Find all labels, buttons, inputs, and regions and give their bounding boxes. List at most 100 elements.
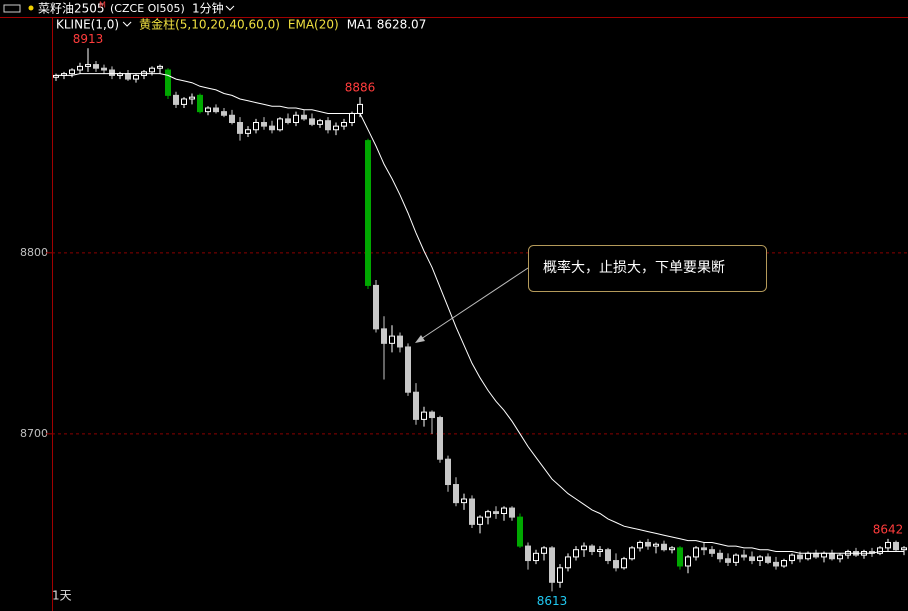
candle-body: [493, 511, 499, 514]
candle-body: [733, 554, 739, 563]
candle-body: [165, 69, 171, 96]
candle-body: [541, 547, 547, 554]
symbol: 菜籽油2505: [38, 2, 105, 16]
header-bar: [0, 0, 908, 17]
candle-body: [205, 107, 211, 113]
candle-body: [237, 122, 243, 134]
candle-body: [605, 549, 611, 562]
candle-body: [229, 114, 235, 124]
candle-body: [621, 558, 627, 569]
candle-body: [629, 547, 635, 560]
candle-body: [501, 507, 507, 514]
candle-body: [509, 507, 515, 518]
candle-body: [461, 498, 467, 504]
annotation-text: 概率大，止损大，下单要果断: [543, 259, 725, 276]
candle-body: [613, 560, 619, 569]
candle-body: [389, 335, 395, 344]
candle-body: [709, 549, 715, 554]
candle-body: [637, 541, 643, 549]
candle-body: [101, 67, 107, 71]
candle-body: [197, 94, 203, 113]
candle-body: [301, 114, 307, 120]
candle-body: [477, 516, 483, 525]
candle-body: [285, 118, 291, 124]
candle-body: [813, 552, 819, 558]
candle-body: [645, 541, 651, 547]
candle-body: [69, 69, 75, 75]
y-tick-label: 8700: [20, 427, 48, 440]
candle-body: [829, 552, 835, 560]
candle-body: [213, 107, 219, 113]
candle-body: [133, 74, 139, 80]
candle-body: [525, 545, 531, 562]
candle-body: [533, 552, 539, 562]
candle-body: [125, 73, 131, 80]
candle-body: [669, 547, 675, 551]
candle-body: [581, 545, 587, 551]
candle-body: [245, 129, 251, 134]
legend-item: 黄金柱(5,10,20,40,60,0): [139, 17, 280, 32]
candle-body: [757, 556, 763, 562]
candle-body: [701, 547, 707, 551]
symbol-code: (CZCE OI505): [110, 2, 185, 15]
candle-body: [885, 541, 891, 549]
candle-body: [325, 120, 331, 131]
candle-body: [901, 547, 907, 551]
candle-body: [437, 417, 443, 460]
candle-body: [221, 111, 227, 116]
period-chevron[interactable]: [225, 5, 235, 11]
legend-item: MA1 8628.07: [347, 18, 427, 32]
candle-body: [453, 484, 459, 504]
candle-body: [77, 65, 83, 71]
candle-body: [781, 560, 787, 567]
candle-body: [653, 543, 659, 547]
period[interactable]: 1分钟: [192, 1, 224, 16]
annotation-arrow: [417, 267, 529, 342]
candle-body: [597, 549, 603, 553]
candle-body: [397, 335, 403, 348]
candle-body: [517, 516, 523, 547]
candle-body: [685, 556, 691, 567]
candle-body: [717, 552, 723, 560]
candle-body: [725, 558, 731, 563]
candle-body: [381, 328, 387, 344]
candle-body: [877, 547, 883, 554]
low-label: 8613: [537, 594, 568, 608]
candle-body: [749, 556, 755, 562]
candle-body: [765, 556, 771, 563]
candle-body: [365, 140, 371, 286]
symbol-mark: M: [99, 1, 106, 10]
candle-body: [357, 103, 363, 114]
legend-item: EMA(20): [288, 18, 339, 32]
candle-body: [189, 96, 195, 100]
candle-body: [557, 567, 563, 583]
candle-body: [565, 556, 571, 569]
y-tick-label: 8800: [20, 246, 48, 259]
candle-body: [797, 554, 803, 560]
candle-body: [485, 511, 491, 518]
candle-body: [293, 114, 299, 124]
candle-body: [333, 125, 339, 131]
annotation-box: [528, 245, 767, 292]
high-label: 8642: [873, 522, 904, 536]
candle-body: [261, 122, 267, 127]
candle-body: [277, 118, 283, 131]
candle-body: [373, 284, 379, 330]
candle-body: [589, 545, 595, 553]
candle-body: [149, 67, 155, 73]
candle-body: [269, 125, 275, 131]
candle-body: [677, 547, 683, 567]
candle-body: [805, 552, 811, 560]
legend-chevron: [122, 21, 132, 27]
candle-body: [573, 549, 579, 558]
candle-body: [93, 64, 99, 69]
candle-body: [309, 118, 315, 125]
candle-body: [469, 498, 475, 525]
candle-body: [837, 554, 843, 560]
candle-body: [661, 543, 667, 551]
high-label: 8886: [345, 81, 376, 95]
arrow-head: [415, 335, 425, 343]
candle-body: [253, 122, 259, 131]
window-icon[interactable]: [3, 4, 21, 13]
